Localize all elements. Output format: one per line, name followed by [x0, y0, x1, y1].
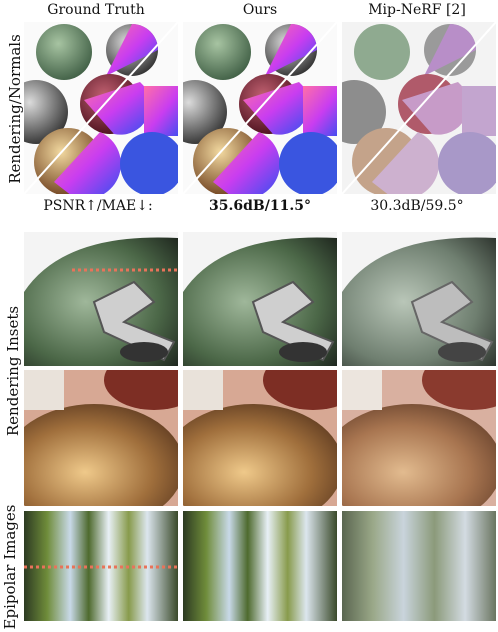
- metrics-mipnerf: 30.3dB/59.5°: [370, 198, 464, 214]
- panel-epipolar-mipnerf: [342, 511, 496, 621]
- panel-inset-bottom-ground-truth: [24, 370, 178, 506]
- panel-normals-ground-truth: [24, 22, 178, 194]
- panel-inset-bottom-ours: [183, 370, 337, 506]
- panel-inset-top-ground-truth: [24, 232, 178, 366]
- column-title-ours: Ours: [242, 2, 278, 18]
- row-label-epipolar-images: Epipolar Images: [1, 504, 19, 630]
- column-title-mipnerf: Mip-NeRF [2]: [368, 2, 466, 18]
- panel-inset-top-mipnerf: [342, 232, 496, 366]
- metrics-label: PSNR↑/MAE↓:: [43, 198, 153, 214]
- row-label-rendering-normals: Rendering/Normals: [6, 34, 24, 184]
- panel-inset-bottom-mipnerf: [342, 370, 496, 506]
- panel-epipolar-ours: [183, 511, 337, 621]
- panel-normals-mipnerf: [342, 22, 496, 194]
- row-label-rendering-insets: Rendering Insets: [4, 305, 22, 437]
- column-title-ground-truth: Ground Truth: [47, 2, 145, 18]
- panel-inset-top-ours: [183, 232, 337, 366]
- panel-epipolar-ground-truth: [24, 511, 178, 621]
- panel-normals-ours: [183, 22, 337, 194]
- metrics-ours: 35.6dB/11.5°: [209, 198, 311, 214]
